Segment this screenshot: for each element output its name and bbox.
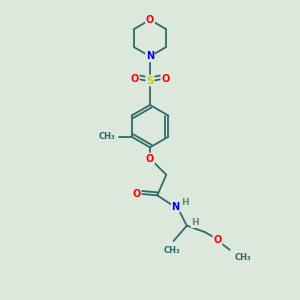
Text: O: O bbox=[133, 189, 141, 199]
Text: O: O bbox=[130, 74, 139, 84]
Text: O: O bbox=[213, 236, 222, 245]
Text: CH₃: CH₃ bbox=[235, 253, 252, 262]
Text: O: O bbox=[146, 15, 154, 25]
Text: N: N bbox=[172, 202, 180, 212]
Text: O: O bbox=[146, 154, 154, 164]
Text: N: N bbox=[146, 51, 154, 62]
Text: O: O bbox=[161, 74, 170, 84]
Text: CH₃: CH₃ bbox=[164, 246, 180, 255]
Text: CH₃: CH₃ bbox=[98, 132, 115, 141]
Text: H: H bbox=[181, 199, 189, 208]
Text: H: H bbox=[191, 218, 199, 227]
Text: S: S bbox=[146, 76, 154, 85]
